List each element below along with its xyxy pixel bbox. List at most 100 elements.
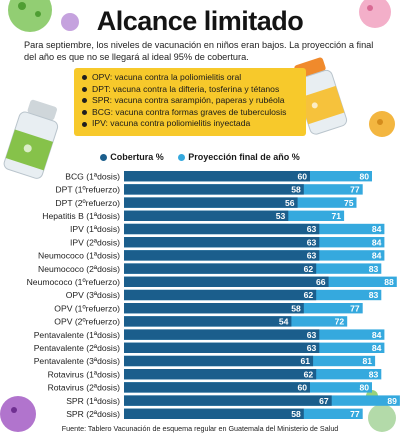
bar-cobertura bbox=[124, 197, 298, 208]
bullet-icon bbox=[82, 98, 87, 104]
bar-cobertura bbox=[124, 342, 320, 353]
bar-cobertura bbox=[124, 184, 304, 195]
category-label: SPR (1ªdosis) bbox=[66, 396, 120, 406]
category-label: BCG (1ªdosis) bbox=[65, 171, 120, 181]
bar-cobertura bbox=[124, 263, 317, 274]
bullet-icon bbox=[82, 121, 87, 127]
value-label-proyeccion: 84 bbox=[372, 251, 382, 261]
bar-cobertura bbox=[124, 237, 320, 248]
bar-cobertura bbox=[124, 329, 320, 340]
abbreviation-ipv: IPV: vacuna contra poliomielitis inyecta… bbox=[82, 118, 306, 130]
category-label: Neumococo (2ªdosis) bbox=[38, 264, 120, 274]
category-label: OPV (2ºrefuerzo) bbox=[54, 317, 120, 327]
value-label-cobertura: 60 bbox=[297, 171, 307, 181]
value-label-proyeccion: 84 bbox=[372, 343, 382, 353]
bullet-icon bbox=[82, 75, 87, 81]
bar-cobertura bbox=[124, 408, 304, 419]
category-label: Pentavalente (2ªdosis) bbox=[34, 343, 120, 353]
bar-chart: BCG (1ªdosis) 60 80 DPT (1ºrefuerzo) 58 77 DPT… bbox=[27, 171, 400, 419]
bar-cobertura bbox=[124, 382, 310, 393]
value-label-proyeccion: 84 bbox=[372, 330, 382, 340]
value-label-proyeccion: 77 bbox=[350, 303, 360, 313]
category-label: Neumococo (1ºrefuerzo) bbox=[27, 277, 121, 287]
legend-item-cobertura: Cobertura % bbox=[100, 152, 164, 162]
value-label-proyeccion: 84 bbox=[372, 237, 382, 247]
legend-label-cobertura: Cobertura % bbox=[110, 152, 164, 162]
value-label-proyeccion: 83 bbox=[369, 290, 379, 300]
value-label-cobertura: 58 bbox=[291, 185, 301, 195]
bar-cobertura bbox=[124, 355, 314, 367]
virus-decoration-top-left bbox=[8, 0, 79, 32]
value-label-proyeccion: 88 bbox=[384, 277, 394, 287]
value-label-proyeccion: 83 bbox=[369, 369, 379, 379]
category-label: SPR (2ªdosis) bbox=[66, 409, 120, 419]
abbreviation-legend-box: OPV: vacuna contra la poliomielitis oral… bbox=[74, 68, 306, 136]
source-note: Fuente: Tablero Vacunación de esquema re… bbox=[61, 424, 339, 433]
value-label-cobertura: 63 bbox=[307, 330, 317, 340]
virus-decoration-right bbox=[369, 111, 395, 137]
page-title: Alcance limitado bbox=[96, 6, 304, 36]
legend-swatch-proyeccion bbox=[178, 154, 186, 162]
legend-label-proyeccion: Proyección final de año % bbox=[188, 152, 300, 162]
value-label-cobertura: 62 bbox=[304, 264, 314, 274]
bar-cobertura bbox=[124, 316, 292, 327]
abbreviation-bcg: BCG: vacuna contra formas graves de tube… bbox=[82, 107, 306, 119]
value-label-proyeccion: 80 bbox=[359, 383, 369, 393]
value-label-proyeccion: 80 bbox=[359, 171, 369, 181]
bar-cobertura bbox=[124, 369, 317, 380]
value-label-cobertura: 62 bbox=[304, 369, 314, 379]
vaccine-bottle-left bbox=[3, 99, 59, 179]
value-label-cobertura: 63 bbox=[307, 251, 317, 261]
bullet-icon bbox=[82, 110, 87, 116]
value-label-proyeccion: 72 bbox=[335, 317, 345, 327]
category-label: Neumococo (1ªdosis) bbox=[38, 251, 120, 261]
value-label-cobertura: 62 bbox=[304, 290, 314, 300]
abbreviation-text: SPR: vacuna contra sarampión, paperas y … bbox=[92, 95, 285, 106]
virus-decoration-top-right bbox=[359, 0, 391, 28]
bar-cobertura bbox=[124, 210, 289, 221]
bar-cobertura bbox=[124, 276, 329, 287]
value-label-proyeccion: 71 bbox=[332, 211, 342, 221]
abbreviation-text: DPT: vacuna contra la difteria, tosferin… bbox=[92, 83, 280, 94]
legend-swatch-cobertura bbox=[100, 154, 108, 162]
abbreviation-text: BCG: vacuna contra formas graves de tube… bbox=[92, 106, 287, 117]
value-label-cobertura: 63 bbox=[307, 343, 317, 353]
value-label-cobertura: 58 bbox=[291, 303, 301, 313]
virus-decoration-bottom-left bbox=[0, 396, 36, 432]
abbreviation-text: IPV: vacuna contra poliomielitis inyecta… bbox=[92, 118, 251, 129]
series-legend: Cobertura % Proyección final de año % bbox=[0, 152, 400, 162]
bar-cobertura bbox=[124, 171, 310, 182]
category-label: Hepatitis B (1ªdosis) bbox=[42, 211, 120, 221]
value-label-cobertura: 58 bbox=[291, 409, 301, 419]
value-label-cobertura: 61 bbox=[301, 356, 311, 366]
category-label: DPT (1ºrefuerzo) bbox=[55, 185, 120, 195]
category-label: DPT (2ºrefuerzo) bbox=[55, 198, 120, 208]
value-label-proyeccion: 77 bbox=[350, 409, 360, 419]
category-label: Rotavirus (2ªdosis) bbox=[48, 383, 121, 393]
value-label-cobertura: 60 bbox=[297, 383, 307, 393]
bar-cobertura bbox=[124, 395, 332, 406]
category-label: OPV (3ªdosis) bbox=[66, 290, 120, 300]
vaccine-bottle-right bbox=[294, 57, 348, 135]
value-label-proyeccion: 84 bbox=[372, 224, 382, 234]
legend-item-proyeccion: Proyección final de año % bbox=[178, 152, 300, 162]
category-label: Rotavirus (1ªdosis) bbox=[48, 369, 121, 379]
category-label: IPV (2ªdosis) bbox=[70, 237, 120, 247]
abbreviation-spr: SPR: vacuna contra sarampión, paperas y … bbox=[82, 95, 306, 107]
value-label-proyeccion: 75 bbox=[344, 198, 354, 208]
value-label-cobertura: 54 bbox=[279, 317, 289, 327]
bar-cobertura bbox=[124, 303, 304, 314]
value-label-proyeccion: 77 bbox=[350, 185, 360, 195]
bar-cobertura bbox=[124, 223, 320, 235]
category-label: OPV (1ºrefuerzo) bbox=[54, 303, 120, 313]
bar-cobertura bbox=[124, 250, 320, 261]
value-label-cobertura: 66 bbox=[316, 277, 326, 287]
value-label-cobertura: 63 bbox=[307, 237, 317, 247]
value-label-cobertura: 67 bbox=[319, 396, 329, 406]
value-label-cobertura: 56 bbox=[285, 198, 295, 208]
value-label-proyeccion: 81 bbox=[363, 356, 373, 366]
value-label-cobertura: 53 bbox=[276, 211, 286, 221]
category-label: IPV (1ªdosis) bbox=[70, 224, 120, 234]
page-subtitle: Para septiembre, los niveles de vacunaci… bbox=[24, 40, 374, 62]
abbreviation-opv: OPV: vacuna contra la poliomielitis oral bbox=[82, 72, 306, 84]
